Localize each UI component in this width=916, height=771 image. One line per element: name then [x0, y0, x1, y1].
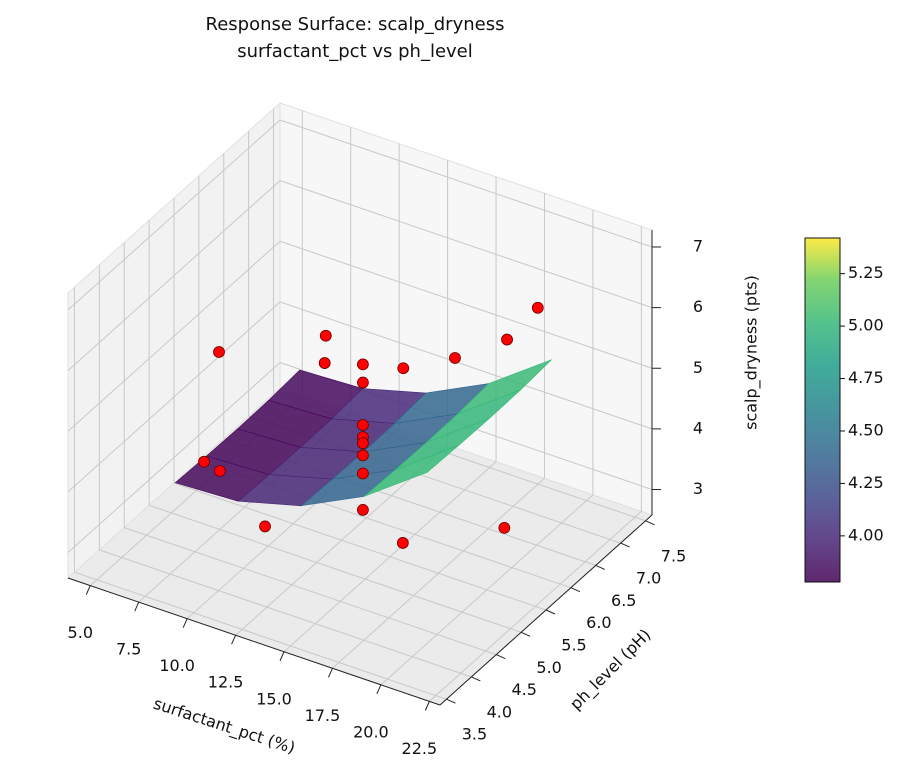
y-tick	[446, 698, 456, 704]
colorbar-tick-label: 5.00	[848, 316, 884, 335]
data-point	[357, 467, 369, 480]
surface-patch	[364, 445, 459, 497]
z-tick-label: 4	[693, 418, 703, 437]
x-tick-label: 20.0	[353, 722, 389, 741]
data-point	[357, 449, 369, 462]
data-point	[357, 358, 369, 371]
data-point	[498, 521, 511, 534]
y-tick-label: 4.0	[487, 702, 512, 721]
grid-line	[67, 301, 281, 493]
x-tick-label: 22.5	[402, 739, 438, 758]
data-point	[198, 455, 210, 468]
x-tick	[376, 684, 382, 695]
x-tick	[182, 618, 188, 628]
data-point	[357, 437, 369, 450]
grid-line	[173, 482, 547, 611]
data-point	[318, 357, 331, 369]
z-tick-label: 6	[693, 297, 703, 316]
grid-line	[279, 180, 653, 309]
x-tick	[424, 701, 430, 711]
colorbar-tick-label: 4.25	[848, 473, 884, 492]
x-tick	[328, 668, 333, 678]
y-tick-label: 5.0	[536, 658, 561, 677]
y-tick-label: 7.0	[636, 569, 661, 588]
y-tick	[570, 587, 581, 593]
colorbar-tick-label: 4.50	[848, 420, 884, 439]
y-tick-label: 6.5	[611, 591, 636, 610]
x-tick-label: 7.5	[116, 640, 141, 659]
y-tick-label: 5.5	[561, 636, 586, 655]
chart-subtitle: surfactant_pct vs ph_level	[237, 41, 473, 62]
x-tick	[85, 585, 91, 595]
y-tick	[496, 654, 506, 660]
grid-line	[99, 549, 472, 678]
z-tick-label: 7	[693, 236, 703, 255]
y-tick	[645, 520, 655, 526]
data-point	[213, 465, 226, 477]
x-tick-label: 12.5	[208, 673, 244, 692]
data-point	[357, 503, 369, 516]
grid-line	[67, 119, 281, 311]
y-tick-label: 3.5	[462, 725, 487, 744]
x-tick-label: 15.0	[256, 689, 292, 708]
data-point	[396, 537, 409, 549]
x-tick-label: 5.0	[68, 623, 93, 642]
colorbar-tick-label: 4.75	[848, 368, 884, 387]
y-axis-line	[439, 514, 653, 706]
data-point	[213, 346, 225, 358]
y-tick-label: 7.5	[661, 546, 686, 565]
grid-line	[279, 240, 653, 369]
x-tick	[279, 651, 285, 661]
z-axis-label: scalp_dryness (pts)	[742, 275, 762, 430]
z-tick-label: 5	[693, 358, 703, 377]
y-tick	[595, 564, 605, 570]
grid-line	[67, 180, 281, 371]
colorbar-tick-label: 4.00	[848, 525, 884, 544]
y-tick-label: 4.5	[512, 680, 537, 699]
colorbar	[804, 237, 841, 583]
y-tick	[471, 676, 481, 682]
data-point	[531, 301, 544, 314]
grid-line	[124, 527, 497, 656]
x-tick	[231, 635, 237, 645]
data-point	[319, 329, 332, 342]
data-point	[397, 362, 410, 375]
y-tick	[545, 609, 556, 615]
x-tick-label: 17.5	[305, 706, 341, 725]
y-tick	[620, 542, 630, 548]
grid-line	[279, 301, 653, 430]
chart-title: Response Surface: scalp_dryness	[206, 14, 505, 35]
grid-line	[279, 119, 653, 248]
y-tick-label: 6.0	[586, 613, 611, 632]
data-point	[357, 376, 369, 389]
data-point	[357, 419, 369, 431]
grid-line	[74, 571, 447, 700]
data-point	[501, 333, 513, 346]
grid-line	[67, 240, 281, 432]
data-point	[259, 520, 271, 533]
x-tick-label: 10.0	[159, 656, 195, 675]
colorbar-tick-label: 5.25	[848, 263, 884, 282]
data-point	[449, 352, 461, 364]
plot-area	[174, 301, 552, 549]
y-tick	[520, 631, 531, 637]
grid-line	[67, 362, 281, 553]
x-tick	[134, 601, 140, 612]
x-axis-line	[67, 577, 441, 706]
z-tick-label: 3	[693, 479, 703, 498]
grid-line	[148, 504, 522, 633]
